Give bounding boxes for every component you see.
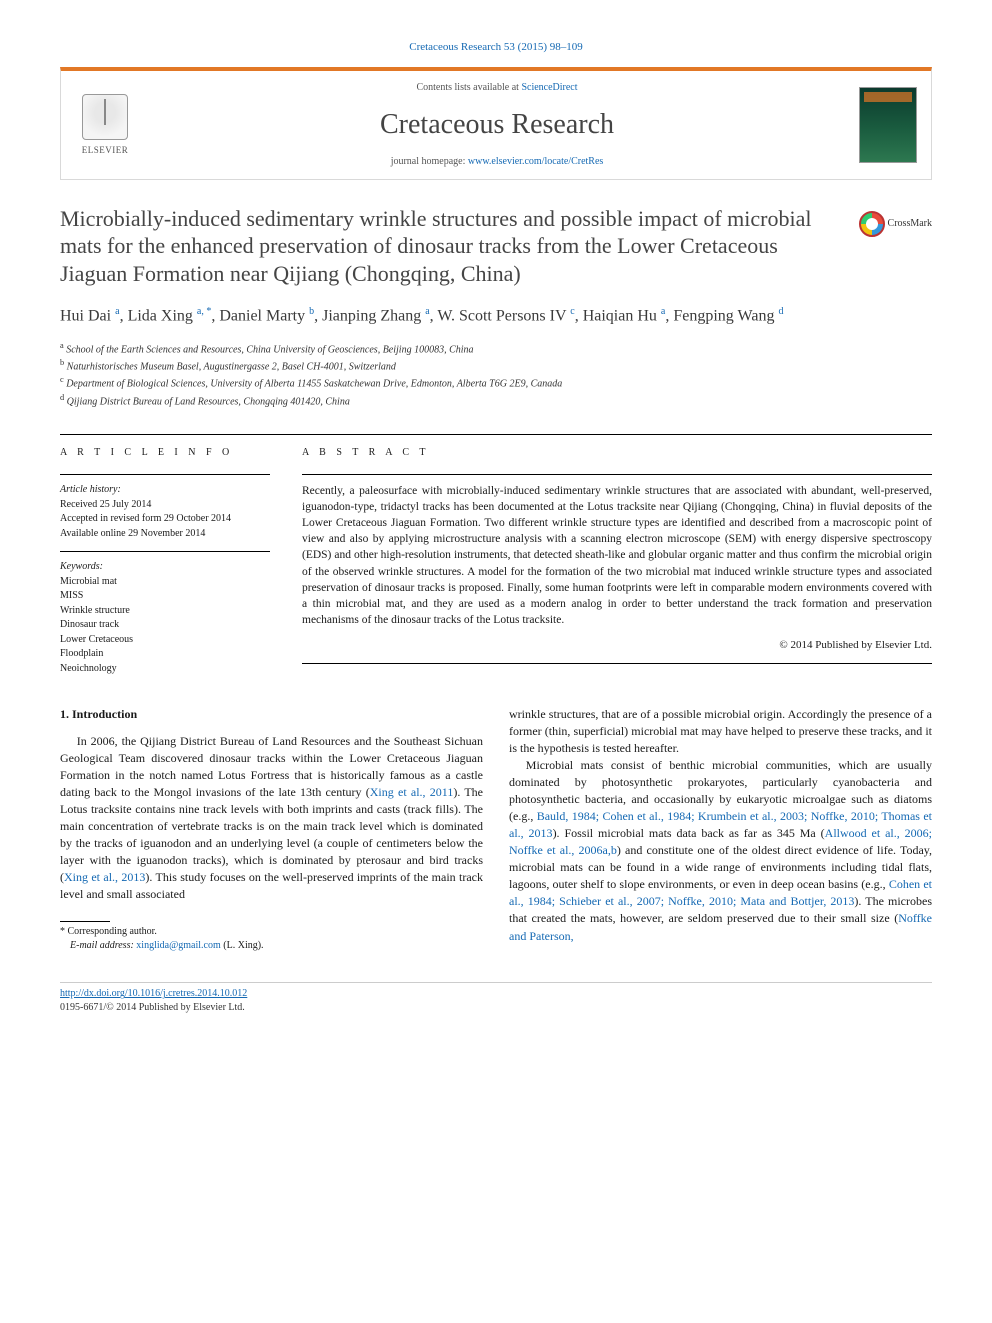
abstract-divider — [302, 474, 932, 475]
footnote-rule — [60, 921, 110, 922]
meta-row: A R T I C L E I N F O Article history: R… — [60, 434, 932, 676]
corresponding-author-footnote: * Corresponding author. E-mail address: … — [60, 925, 483, 952]
abstract-end-divider — [302, 663, 932, 664]
abstract-header: A B S T R A C T — [302, 446, 932, 460]
page-footer: http://dx.doi.org/10.1016/j.cretres.2014… — [60, 982, 932, 1015]
keywords-block: Keywords: Microbial matMISSWrinkle struc… — [60, 560, 270, 676]
article-info-header: A R T I C L E I N F O — [60, 446, 270, 460]
elsevier-logo: ELSEVIER — [75, 90, 135, 160]
abstract-copyright: © 2014 Published by Elsevier Ltd. — [302, 638, 932, 653]
online-date: Available online 29 November 2014 — [60, 528, 205, 539]
homepage-link[interactable]: www.elsevier.com/locate/CretRes — [468, 156, 603, 167]
info-divider — [60, 551, 270, 552]
email-post: (L. Xing). — [223, 940, 263, 951]
left-column: 1. Introduction In 2006, the Qijiang Dis… — [60, 706, 483, 952]
citation-link[interactable]: Xing et al., 2013 — [64, 870, 145, 884]
crossmark-icon — [859, 211, 885, 237]
sciencedirect-link[interactable]: ScienceDirect — [521, 82, 577, 93]
issn-copyright: 0195-6671/© 2014 Published by Elsevier L… — [60, 1002, 245, 1013]
homepage-line: journal homepage: www.elsevier.com/locat… — [149, 155, 845, 169]
keywords-list: Microbial matMISSWrinkle structureDinosa… — [60, 576, 133, 674]
body-two-column: 1. Introduction In 2006, the Qijiang Dis… — [60, 706, 932, 952]
contents-line: Contents lists available at ScienceDirec… — [149, 81, 845, 95]
history-label: Article history: — [60, 484, 121, 495]
elsevier-label: ELSEVIER — [82, 144, 129, 157]
crossmark-label: CrossMark — [888, 217, 932, 231]
keywords-label: Keywords: — [60, 561, 103, 572]
elsevier-tree-icon — [82, 94, 128, 140]
info-divider — [60, 474, 270, 475]
text-segment: ). Fossil microbial mats data back as fa… — [553, 826, 825, 840]
journal-citation: Cretaceous Research 53 (2015) 98–109 — [60, 40, 932, 55]
journal-name: Cretaceous Research — [149, 105, 845, 144]
doi-link[interactable]: http://dx.doi.org/10.1016/j.cretres.2014… — [60, 988, 247, 999]
affiliations-list: a School of the Earth Sciences and Resou… — [60, 340, 932, 409]
article-info-block: A R T I C L E I N F O Article history: R… — [60, 434, 270, 676]
contents-text: Contents lists available at — [416, 82, 521, 93]
email-label: E-mail address: — [70, 940, 136, 951]
section-heading-intro: 1. Introduction — [60, 706, 483, 723]
journal-cover-thumb — [859, 87, 917, 163]
corr-email-link[interactable]: xinglida@gmail.com — [136, 940, 220, 951]
article-history: Article history: Received 25 July 2014 A… — [60, 483, 270, 541]
crossmark-badge[interactable]: CrossMark — [859, 211, 932, 237]
accepted-date: Accepted in revised form 29 October 2014 — [60, 513, 231, 524]
abstract-text: Recently, a paleosurface with microbiall… — [302, 483, 932, 628]
received-date: Received 25 July 2014 — [60, 499, 151, 510]
intro-para-1: In 2006, the Qijiang District Bureau of … — [60, 733, 483, 903]
abstract-block: A B S T R A C T Recently, a paleosurface… — [302, 434, 932, 676]
right-column: wrinkle structures, that are of a possib… — [509, 706, 932, 952]
homepage-prefix: journal homepage: — [391, 156, 468, 167]
banner-center-content: Contents lists available at ScienceDirec… — [149, 81, 845, 168]
intro-para-2: Microbial mats consist of benthic microb… — [509, 757, 932, 944]
intro-para-1-cont: wrinkle structures, that are of a possib… — [509, 706, 932, 757]
journal-banner: ELSEVIER Contents lists available at Sci… — [60, 67, 932, 179]
corr-label: * Corresponding author. — [60, 926, 157, 937]
authors-line: Hui Dai a, Lida Xing a, *, Daniel Marty … — [60, 305, 932, 328]
citation-link[interactable]: Xing et al., 2011 — [370, 785, 454, 799]
article-title: Microbially-induced sedimentary wrinkle … — [60, 205, 840, 288]
